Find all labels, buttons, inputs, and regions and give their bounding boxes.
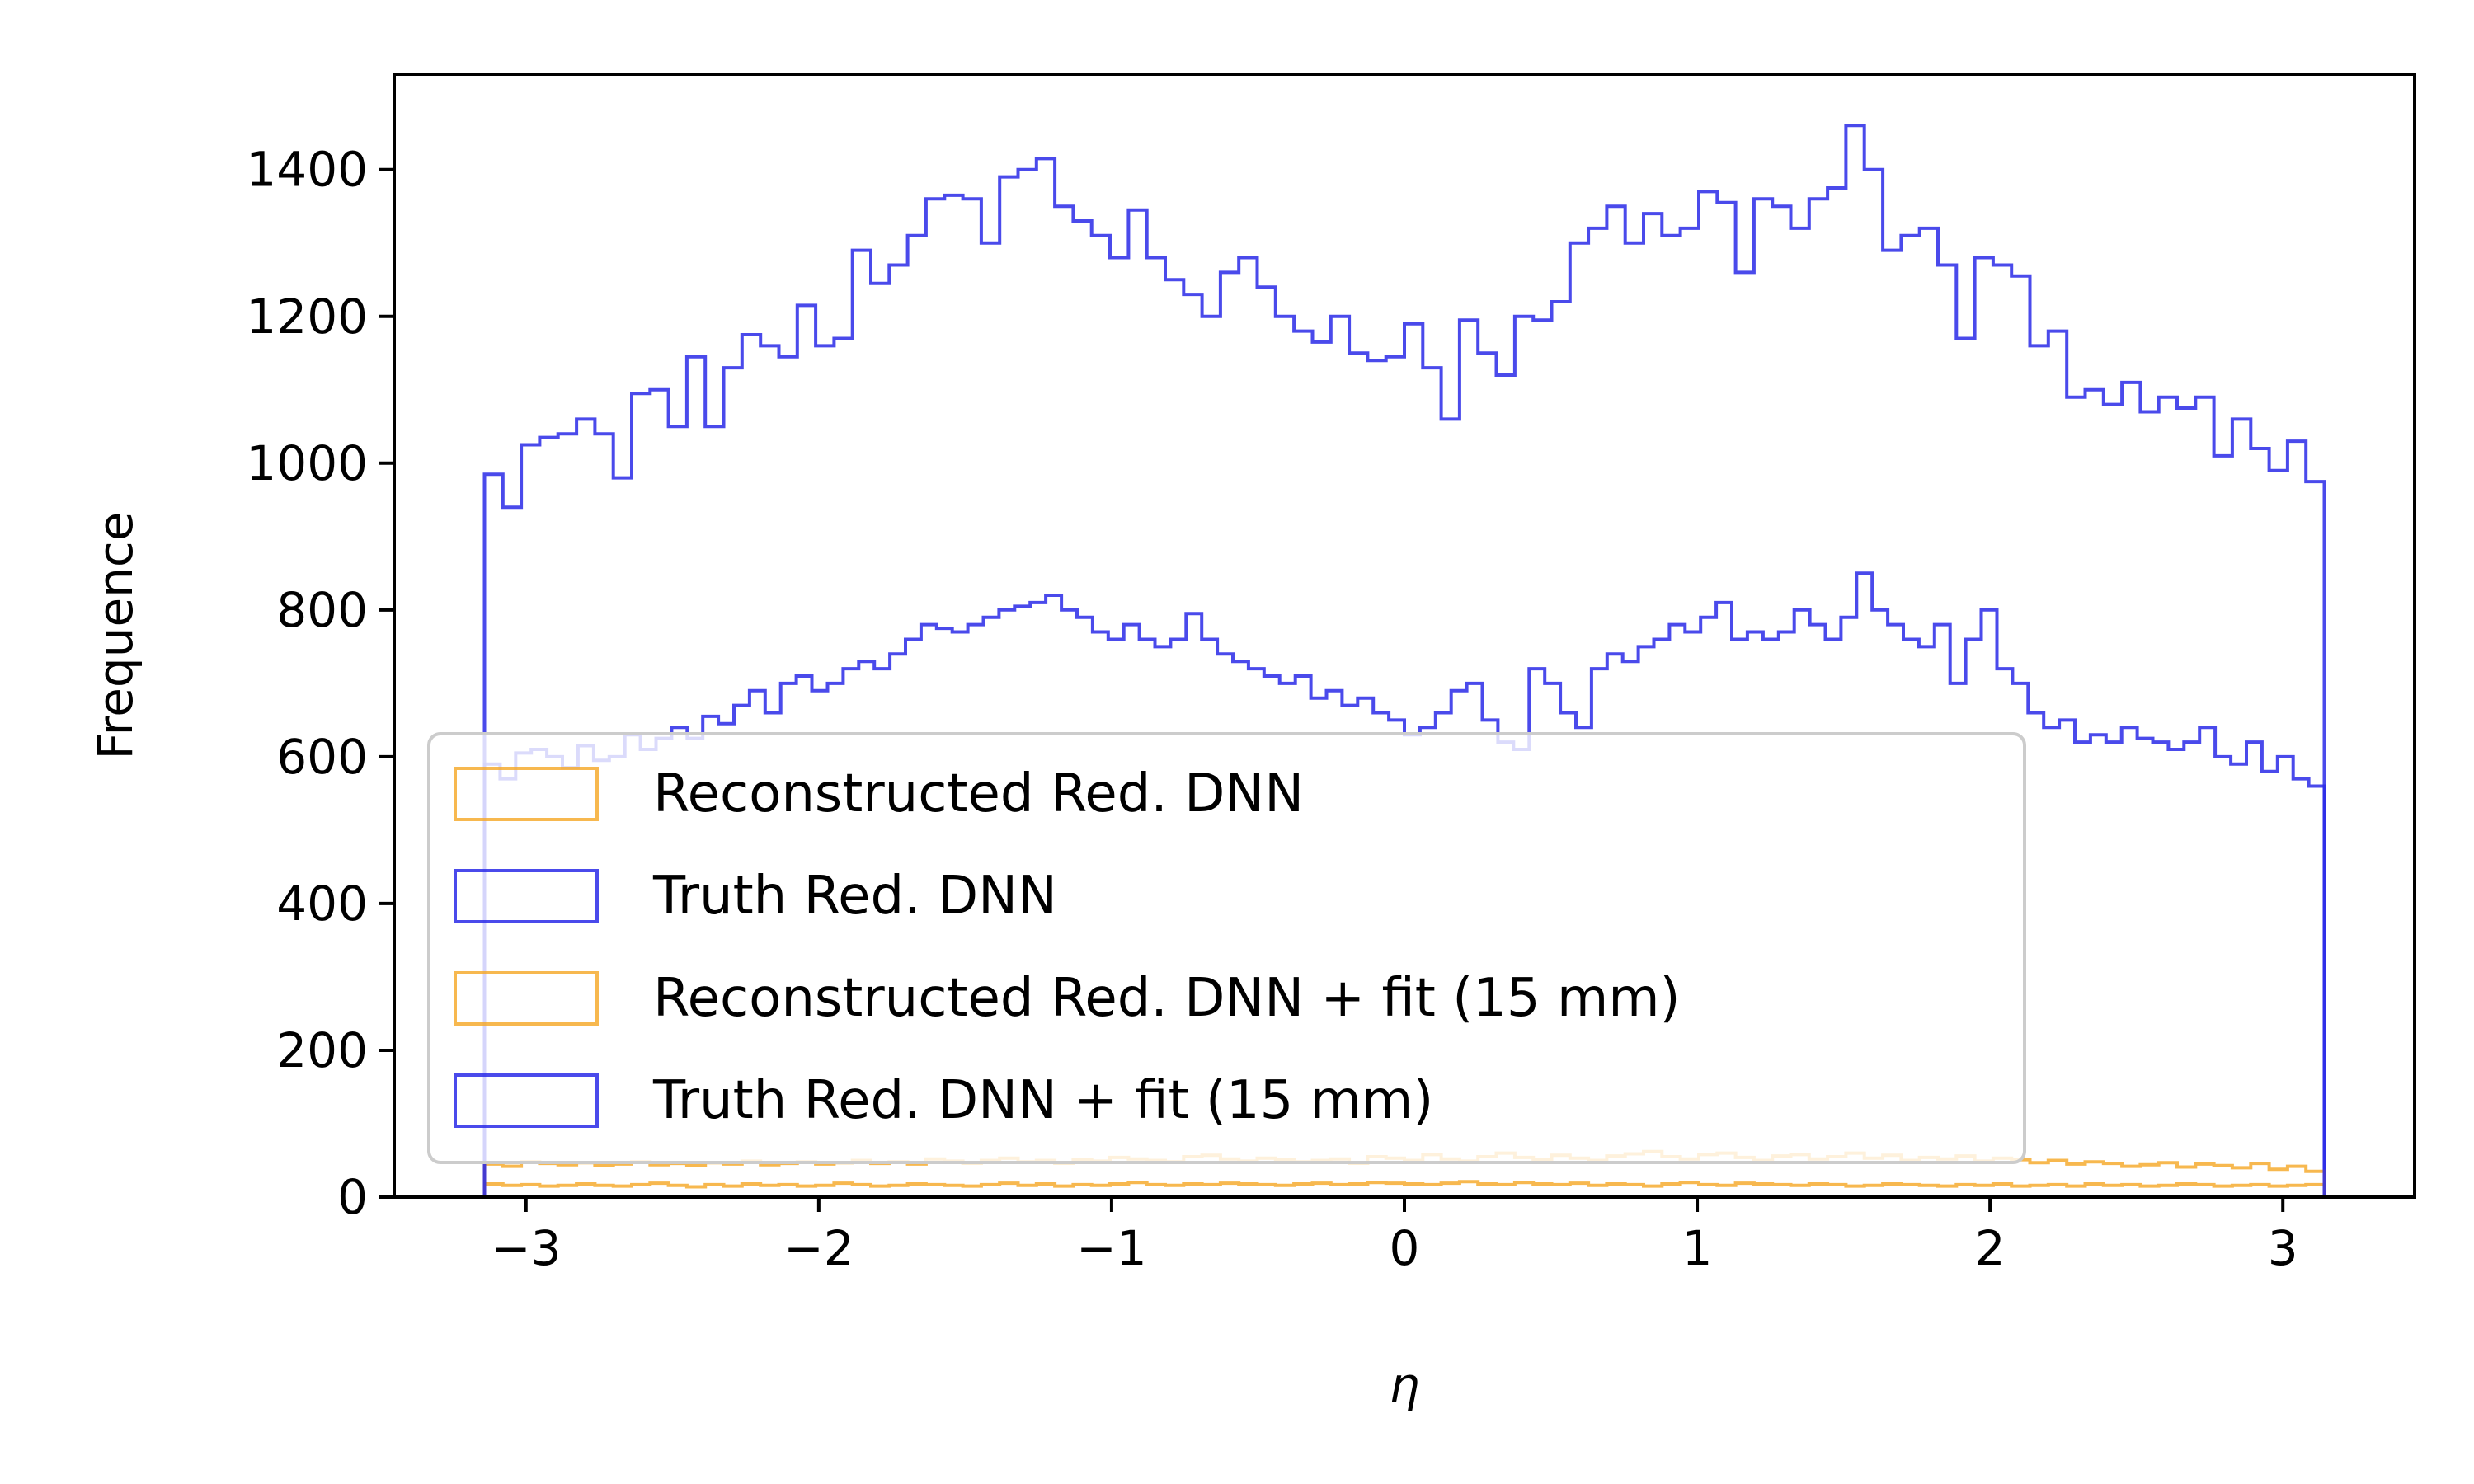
x-tick-label: 3 (2268, 1220, 2298, 1276)
y-tick-label: 1000 (246, 435, 368, 491)
x-tick-label: −1 (1076, 1220, 1147, 1276)
x-tick-label: 2 (1975, 1220, 2006, 1276)
series-line-2 (482, 571, 2326, 1197)
y-tick-label: 600 (276, 729, 368, 785)
legend-label: Truth Red. DNN + fit (15 mm) (652, 1070, 1433, 1131)
series-line-4 (482, 124, 2326, 1197)
legend-box (427, 732, 2026, 1164)
y-tick-label: 1200 (246, 289, 368, 345)
x-tick-label: −3 (491, 1220, 562, 1276)
x-tick-label: 1 (1682, 1220, 1713, 1276)
legend-label: Truth Red. DNN (652, 866, 1057, 927)
legend-label: Reconstructed Red. DNN + fit (15 mm) (653, 968, 1681, 1029)
legend-label: Reconstructed Red. DNN (653, 763, 1304, 824)
y-axis: 0 200 400 600 800 1000 1200 1400 (246, 142, 394, 1225)
series-line-1 (482, 1180, 2326, 1197)
x-tick-label: 0 (1390, 1220, 1420, 1276)
y-tick-label: 800 (276, 582, 368, 638)
y-tick-label: 400 (276, 876, 368, 932)
x-tick-label: −2 (783, 1220, 854, 1276)
y-tick-label: 1400 (246, 142, 368, 198)
legend-swatch (454, 1073, 599, 1128)
legend-swatch (454, 767, 599, 821)
y-tick-label: 200 (276, 1022, 368, 1078)
x-axis-label: η (1390, 1357, 1420, 1413)
y-tick-label: 0 (337, 1169, 368, 1225)
x-axis: −3 −2 −1 0 1 2 3 (491, 1197, 2298, 1276)
legend: Reconstructed Red. DNN Truth Red. DNN Reco… (427, 732, 2026, 1164)
legend-swatch (454, 869, 599, 923)
y-axis-label: Frequence (87, 512, 143, 760)
legend-swatch (454, 971, 599, 1026)
